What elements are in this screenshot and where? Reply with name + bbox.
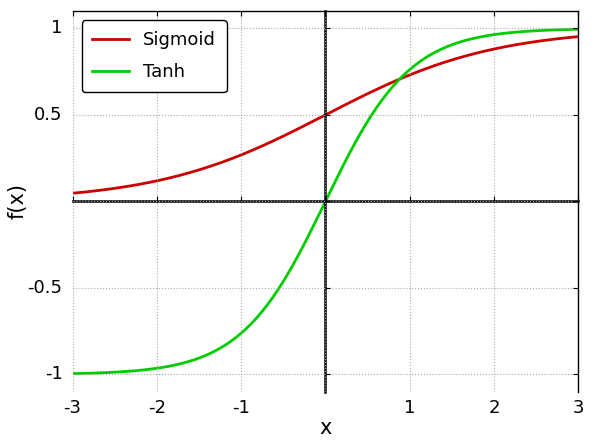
Tanh xyxy=(292,258,299,263)
Text: 1: 1 xyxy=(51,19,62,38)
Tanh xyxy=(416,59,423,64)
Sigmoid xyxy=(274,136,281,142)
Sigmoid xyxy=(464,53,471,58)
Sigmoid xyxy=(292,127,299,133)
Sigmoid xyxy=(472,51,480,56)
Text: 1: 1 xyxy=(404,400,415,417)
Legend: Sigmoid, Tanh: Sigmoid, Tanh xyxy=(82,20,227,92)
Tanh xyxy=(121,369,128,374)
Sigmoid xyxy=(121,184,128,190)
Text: -2: -2 xyxy=(148,400,166,417)
Sigmoid xyxy=(416,68,423,74)
Text: -0.5: -0.5 xyxy=(27,279,62,297)
Text: -1: -1 xyxy=(232,400,250,417)
Sigmoid xyxy=(69,190,76,196)
Text: 0.5: 0.5 xyxy=(34,106,62,124)
Sigmoid xyxy=(575,34,582,39)
Text: 3: 3 xyxy=(572,400,584,417)
Y-axis label: f(x): f(x) xyxy=(7,183,27,219)
Text: -3: -3 xyxy=(64,400,82,417)
Tanh xyxy=(575,26,582,32)
Tanh xyxy=(69,371,76,376)
Tanh xyxy=(472,35,480,41)
Text: 2: 2 xyxy=(488,400,500,417)
Line: Tanh: Tanh xyxy=(73,29,578,374)
Tanh xyxy=(464,38,471,43)
Line: Sigmoid: Sigmoid xyxy=(73,37,578,193)
Tanh xyxy=(274,288,281,294)
X-axis label: x: x xyxy=(319,418,331,439)
Text: -1: -1 xyxy=(45,366,62,384)
